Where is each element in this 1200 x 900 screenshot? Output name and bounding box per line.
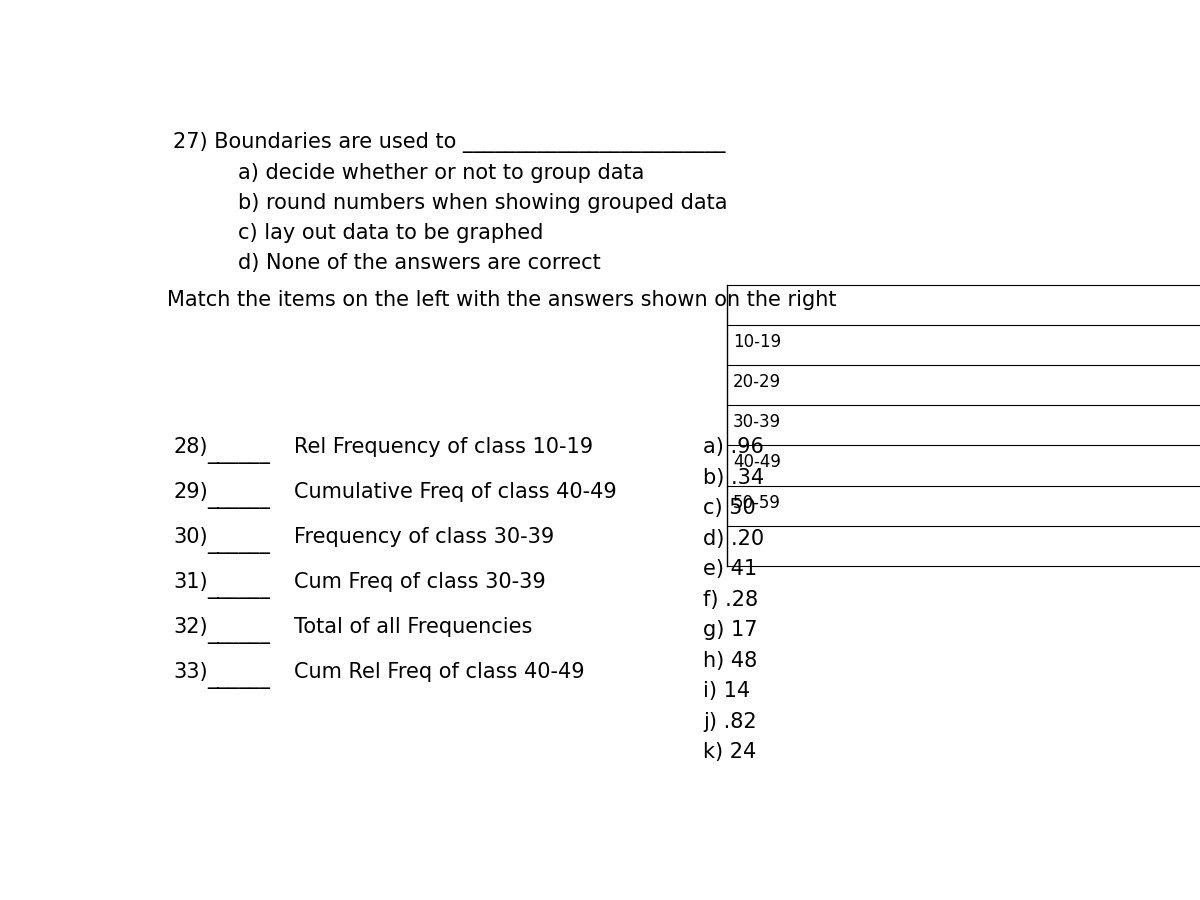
- Text: Cum Freq of class 30-39: Cum Freq of class 30-39: [294, 572, 546, 592]
- Text: Cumulative Freq of class 40-49: Cumulative Freq of class 40-49: [294, 482, 617, 502]
- Text: 29): 29): [173, 482, 208, 502]
- Text: k) 24: k) 24: [703, 742, 757, 762]
- Text: d) .20: d) .20: [703, 528, 764, 549]
- Text: 32): 32): [173, 617, 208, 637]
- Text: b) round numbers when showing grouped data: b) round numbers when showing grouped da…: [239, 194, 728, 213]
- Text: 30-39: 30-39: [733, 413, 781, 431]
- Text: 33): 33): [173, 662, 208, 682]
- Text: ______: ______: [208, 490, 271, 509]
- Text: ______: ______: [208, 444, 271, 464]
- Text: 31): 31): [173, 572, 208, 592]
- Text: Rel Frequency of class 10-19: Rel Frequency of class 10-19: [294, 437, 593, 457]
- Text: Total of all Frequencies: Total of all Frequencies: [294, 617, 533, 637]
- Text: c) lay out data to be graphed: c) lay out data to be graphed: [239, 223, 544, 243]
- Text: e) 41: e) 41: [703, 559, 757, 579]
- Text: 10-19: 10-19: [733, 333, 781, 351]
- Text: 40-49: 40-49: [733, 454, 781, 472]
- Text: 27) Boundaries are used to _________________________: 27) Boundaries are used to _____________…: [173, 132, 726, 153]
- Text: Match the items on the left with the answers shown on the right: Match the items on the left with the ans…: [167, 290, 836, 310]
- Text: d) None of the answers are correct: d) None of the answers are correct: [239, 253, 601, 273]
- Text: h) 48: h) 48: [703, 651, 757, 670]
- Text: ______: ______: [208, 580, 271, 599]
- Text: b) .34: b) .34: [703, 468, 764, 488]
- Text: ______: ______: [208, 670, 271, 689]
- Text: 50-59: 50-59: [733, 493, 781, 511]
- Text: ______: ______: [208, 535, 271, 554]
- Text: f) .28: f) .28: [703, 590, 758, 609]
- Text: g) 17: g) 17: [703, 620, 758, 640]
- Text: j) .82: j) .82: [703, 712, 757, 732]
- Text: Cum Rel Freq of class 40-49: Cum Rel Freq of class 40-49: [294, 662, 584, 682]
- Text: Frequency of class 30-39: Frequency of class 30-39: [294, 527, 554, 547]
- Text: 28): 28): [173, 437, 208, 457]
- Text: i) 14: i) 14: [703, 681, 750, 701]
- Text: c) 50: c) 50: [703, 499, 756, 518]
- Text: ______: ______: [208, 625, 271, 644]
- Text: 20-29: 20-29: [733, 373, 781, 391]
- Text: a) decide whether or not to group data: a) decide whether or not to group data: [239, 164, 644, 184]
- Text: a) .96: a) .96: [703, 437, 764, 457]
- Text: 30): 30): [173, 527, 208, 547]
